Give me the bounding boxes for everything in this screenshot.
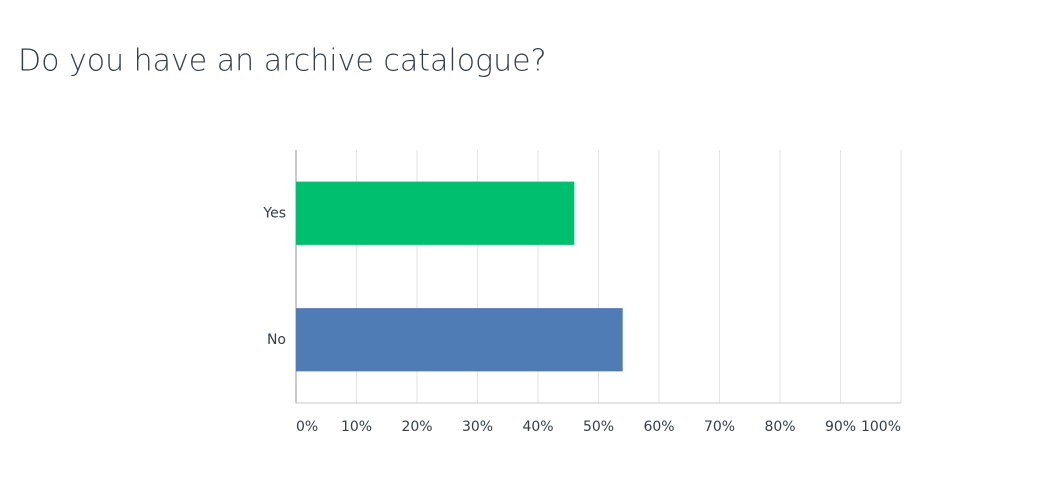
x-tick-label: 60% [643, 419, 674, 435]
x-tick-label: 70% [704, 419, 735, 435]
chart-title: Do you have an archive catalogue? [18, 44, 547, 79]
x-tick-label: 40% [522, 419, 553, 435]
x-tick-label: 30% [462, 419, 493, 435]
x-tick-label: 0% [296, 419, 318, 435]
y-tick-label: No [267, 332, 286, 348]
bar [296, 181, 575, 245]
x-tick-label: 90% [825, 419, 856, 435]
y-tick-label: Yes [262, 205, 286, 221]
x-tick-label: 80% [764, 419, 795, 435]
x-tick-label: 100% [861, 419, 901, 435]
bar [296, 308, 623, 372]
x-tick-label: 20% [401, 419, 432, 435]
x-tick-label: 50% [583, 419, 614, 435]
x-tick-label: 10% [341, 419, 372, 435]
